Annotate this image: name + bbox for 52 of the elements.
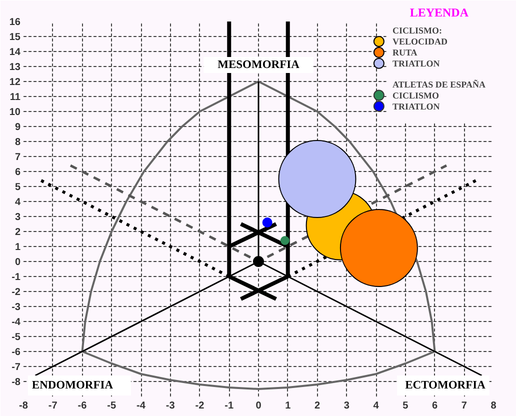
legend-label: VELOCIDAD (392, 36, 448, 46)
y-tick-label: -2 (12, 287, 21, 298)
y-tick-label: 1 (14, 242, 21, 253)
x-tick-label: 5 (402, 400, 409, 412)
x-tick-label: 1 (285, 400, 292, 412)
y-tick-label: 12 (9, 77, 21, 88)
x-tick-label: 3 (344, 400, 350, 412)
y-tick-label: -4 (12, 317, 21, 328)
y-tick-label: -1 (12, 272, 21, 283)
annotation: ATLETAS DE ESPAÑA (392, 79, 486, 90)
y-tick-label: 2 (14, 227, 21, 238)
y-tick-label: -5 (12, 332, 21, 343)
y-tick-label: 5 (14, 182, 21, 193)
x-tick-label: -2 (195, 400, 205, 412)
y-tick-label: 11 (10, 92, 21, 103)
legend-label: TRIATLON (392, 101, 440, 112)
y-tick-label: 7 (14, 152, 21, 163)
y-tick-label: 14 (9, 47, 21, 58)
x-tick-label: 8 (490, 400, 497, 412)
x-tick-label: -5 (107, 400, 117, 412)
y-tick-label: -3 (12, 302, 21, 313)
y-tick-label: 8 (14, 137, 21, 148)
x-tick-label: -1 (224, 400, 234, 412)
x-tick-label: 0 (256, 400, 262, 412)
x-tick-label: 4 (373, 400, 380, 412)
y-tick-label: -6 (12, 347, 21, 358)
x-tick-label: 7 (461, 400, 468, 412)
y-tick-label: 15 (9, 32, 21, 43)
y-tick-label: 3 (14, 212, 21, 223)
annotation: ENDOMORFIA (32, 380, 114, 392)
legend-label: TRIATLON (392, 58, 440, 68)
y-tick-label: 9 (14, 122, 21, 133)
legend-title: LEYENDA (410, 6, 469, 20)
x-tick-label: -6 (78, 400, 88, 412)
x-tick-label: -3 (166, 400, 176, 412)
annotation: ECTOMORFIA (405, 380, 486, 392)
y-tick-label: -7 (12, 362, 21, 373)
annotation: MESOMORFIA (218, 59, 300, 71)
y-tick-label: -8 (12, 377, 21, 388)
y-tick-label: 10 (9, 107, 21, 118)
legend-label: CICLISMO (392, 90, 439, 100)
x-tick-label: -4 (136, 400, 146, 412)
x-tick-label: 2 (314, 400, 320, 412)
y-tick-label: 0 (14, 257, 21, 268)
annotation: CICLISMO: (392, 26, 442, 36)
y-tick-label: 13 (9, 62, 21, 73)
x-tick-label: 6 (432, 400, 438, 412)
y-tick-label: 16 (9, 17, 21, 28)
y-tick-label: 4 (14, 197, 21, 208)
x-tick-label: -7 (48, 400, 58, 412)
y-tick-label: 6 (14, 167, 21, 178)
legend-label: RUTA (392, 47, 418, 58)
